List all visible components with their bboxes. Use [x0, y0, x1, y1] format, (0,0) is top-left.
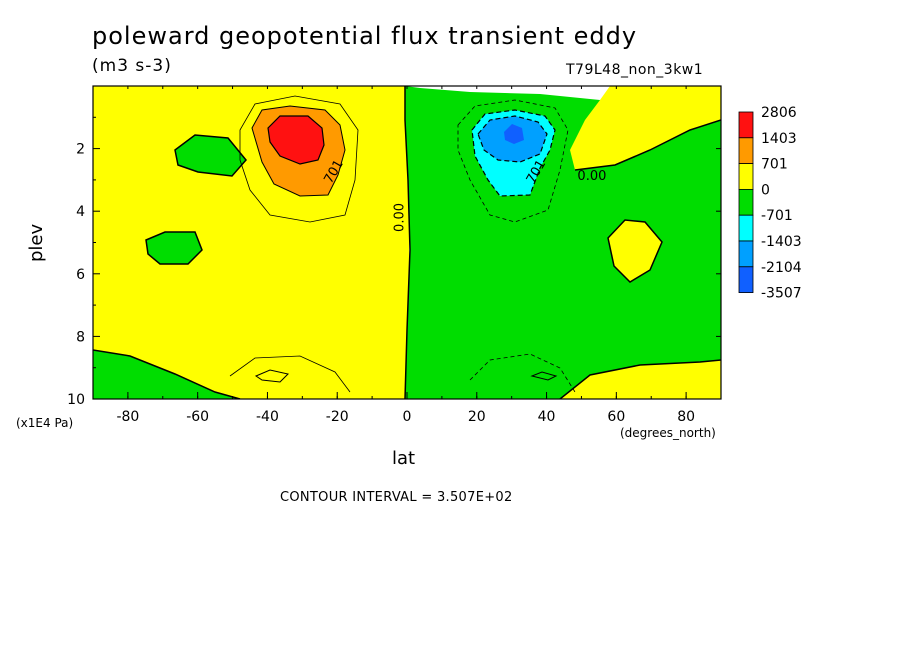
colorbar: 2806 1403 701 0 -701 -1403 -2104 -3507	[738, 105, 802, 302]
colorbar-label: 1403	[761, 131, 797, 147]
colorbar-swatch	[738, 111, 754, 139]
y-axis-ticks: 2 4 6 8 10	[67, 116, 721, 408]
y-tick-label: 2	[76, 142, 85, 158]
colorbar-label: 701	[761, 157, 788, 173]
region-positive-island-nh	[608, 220, 662, 282]
x-axis-ticks: -80 -60 -40 -20 0 20 40 60 80	[92, 86, 722, 425]
contour-label: 0.00	[393, 203, 408, 232]
colorbar-label: 2806	[761, 105, 797, 121]
x-tick-label: 0	[403, 409, 412, 425]
x-tick-label: -80	[116, 409, 139, 425]
region-negative-island-sh-mid	[146, 232, 202, 264]
colorbar-swatch	[738, 137, 754, 165]
run-id: T79L48_non_3kw1	[566, 62, 704, 78]
colorbar-swatch	[738, 188, 754, 216]
region-positive-nh-corner	[570, 86, 721, 170]
y-tick-label: 8	[76, 329, 85, 345]
region-positive-lower-nh	[560, 360, 721, 399]
y-tick-label: 6	[76, 267, 85, 283]
chart-units: (m3 s-3)	[92, 56, 172, 76]
region-deep-blue-min	[504, 124, 524, 144]
region-red-max	[268, 116, 324, 164]
colorbar-swatch	[738, 266, 754, 293]
x-tick-label: -20	[326, 409, 349, 425]
region-negative-island-sh-upper	[175, 135, 246, 176]
colorbar-label: -701	[761, 208, 793, 224]
x-tick-label: 80	[677, 409, 695, 425]
x-tick-label: -60	[186, 409, 209, 425]
x-tick-label: -40	[256, 409, 279, 425]
colorbar-swatch	[738, 240, 754, 268]
colorbar-label: -1403	[761, 234, 802, 250]
x-tick-label: 20	[468, 409, 486, 425]
contour-field	[93, 86, 721, 399]
contour-interval-note: CONTOUR INTERVAL = 3.507E+02	[280, 490, 513, 505]
colorbar-label: -3507	[761, 286, 802, 302]
colorbar-swatch	[738, 163, 754, 190]
colorbar-swatch	[738, 214, 754, 242]
y-tick-label: 4	[76, 204, 85, 220]
y-axis-units: (x1E4 Pa)	[16, 416, 74, 430]
x-tick-label: 60	[607, 409, 625, 425]
chart-title: poleward geopotential flux transient edd…	[92, 22, 638, 50]
y-tick-label: 10	[67, 392, 85, 408]
region-positive-nh	[93, 86, 409, 399]
colorbar-label: -2104	[761, 260, 802, 276]
x-tick-label: 40	[538, 409, 556, 425]
contour-lines	[93, 86, 721, 399]
contour-label: 0.00	[577, 169, 606, 184]
colorbar-label: 0	[761, 182, 770, 198]
x-axis-label: lat	[392, 448, 416, 469]
x-axis-units: (degrees_north)	[620, 426, 716, 440]
